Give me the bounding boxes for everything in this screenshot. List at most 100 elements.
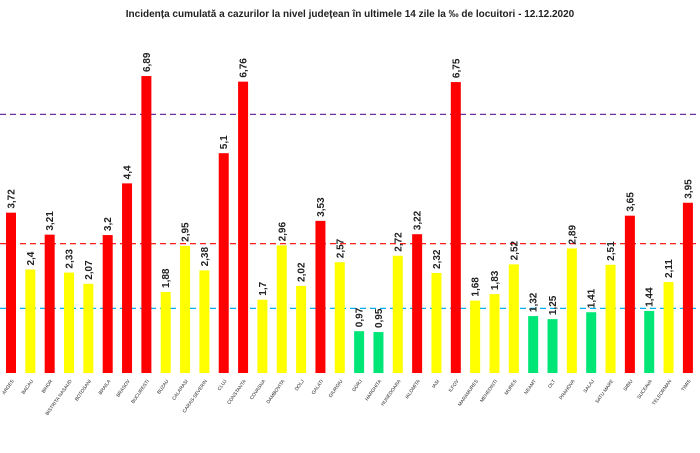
- bar-22: [431, 273, 442, 373]
- value-label-11: 5,1: [219, 135, 230, 149]
- bar-27: [528, 316, 539, 373]
- value-label-12: 6,76: [239, 58, 250, 78]
- bar-24: [470, 300, 481, 373]
- bar-29: [566, 248, 577, 373]
- value-label-15: 2,02: [297, 262, 308, 282]
- bar-18: [354, 331, 365, 373]
- value-label-17: 2,57: [335, 238, 346, 258]
- value-label-18: 0,97: [355, 307, 366, 327]
- value-label-3: 2,33: [65, 249, 76, 269]
- category-label-13: COVASNA: [249, 378, 268, 401]
- bar-25: [489, 294, 500, 373]
- value-label-10: 2,38: [200, 247, 211, 267]
- bar-7: [141, 76, 152, 373]
- value-label-5: 3,2: [103, 217, 114, 231]
- value-label-8: 1,88: [161, 268, 172, 288]
- value-label-31: 2,51: [606, 241, 617, 261]
- category-label-28: OLT: [547, 379, 557, 390]
- value-label-2: 3,21: [45, 211, 56, 231]
- bar-20: [392, 255, 403, 373]
- value-label-29: 2,89: [567, 225, 578, 245]
- category-label-7: BUCURESTI: [130, 379, 151, 405]
- bar-0: [6, 212, 16, 373]
- value-label-23: 6,75: [451, 58, 462, 78]
- bar-2: [44, 234, 55, 373]
- category-label-32: SIBIU: [622, 378, 634, 392]
- value-label-20: 2,72: [393, 232, 404, 252]
- value-label-14: 2,96: [277, 222, 288, 242]
- bar-32: [624, 215, 635, 373]
- bar-4: [83, 283, 94, 373]
- bar-35: [682, 202, 693, 373]
- category-label-4: BOTOSANI: [74, 379, 93, 403]
- category-label-34: TELEORMAN: [651, 378, 673, 406]
- category-label-30: SALAJ: [583, 378, 597, 394]
- category-label-26: MURES: [504, 379, 519, 397]
- category-label-14: DAMBOVITA: [265, 378, 286, 405]
- value-label-24: 1,68: [471, 277, 482, 297]
- value-label-13: 1,7: [258, 281, 269, 295]
- value-label-25: 1,83: [490, 270, 501, 290]
- category-label-12: CONSTANTA: [226, 378, 248, 406]
- category-label-18: GORJ: [351, 378, 364, 393]
- category-label-16: GALATI: [311, 379, 326, 396]
- bar-16: [315, 220, 326, 373]
- value-label-6: 4,4: [123, 165, 134, 179]
- category-label-6: BRASOV: [115, 378, 132, 398]
- value-label-9: 2,95: [181, 222, 192, 242]
- value-label-16: 3,53: [316, 197, 327, 217]
- value-label-7: 6,89: [142, 52, 153, 72]
- value-label-19: 0,95: [374, 308, 385, 328]
- category-label-29: PRAHOVA: [558, 378, 577, 401]
- chart-title: Incidența cumulată a cazurilor la nivel …: [125, 9, 575, 20]
- category-label-1: BACAU: [21, 378, 36, 395]
- category-label-20: HUNEDOARA: [380, 378, 403, 407]
- bar-14: [276, 245, 287, 373]
- bar-31: [605, 264, 616, 373]
- bar-33: [644, 310, 655, 373]
- bar-12: [238, 81, 249, 374]
- bar-26: [508, 264, 519, 373]
- category-label-31: SATU MARE: [594, 379, 615, 405]
- category-label-0: ARGES: [1, 379, 16, 396]
- bar-28: [547, 319, 558, 373]
- value-label-34: 2,11: [664, 259, 675, 278]
- category-label-15: DOLJ: [294, 378, 306, 392]
- category-label-5: BRAILA: [98, 378, 113, 396]
- bar-1: [25, 269, 36, 373]
- value-label-28: 1,25: [548, 295, 559, 315]
- category-label-9: CALARASI: [171, 379, 190, 402]
- bar-3: [64, 272, 75, 373]
- value-label-0: 3,72: [7, 189, 18, 209]
- category-label-24: MARAMURES: [457, 379, 480, 408]
- value-label-27: 1,32: [529, 292, 540, 312]
- category-label-33: SUCEAVA: [636, 378, 654, 400]
- bar-21: [412, 234, 423, 373]
- category-label-25: MEHEDINTI: [479, 379, 499, 404]
- value-label-21: 3,22: [413, 210, 424, 230]
- category-label-35: TIMIS: [680, 379, 692, 393]
- category-label-21: IALOMITA: [404, 378, 422, 400]
- bar-5: [102, 235, 113, 373]
- bar-11: [218, 153, 229, 373]
- bar-17: [334, 262, 345, 373]
- category-label-2: BIHOR: [41, 378, 55, 394]
- category-label-22: IASI: [431, 379, 441, 390]
- category-label-19: HARGHITA: [364, 378, 383, 402]
- bar-23: [450, 82, 461, 373]
- category-label-11: CLUJ: [217, 378, 229, 392]
- bar-8: [160, 291, 171, 373]
- bar-9: [180, 245, 191, 373]
- bar-34: [663, 282, 674, 373]
- value-label-26: 2,52: [509, 240, 520, 260]
- value-label-1: 2,4: [26, 251, 37, 265]
- bar-19: [373, 332, 384, 373]
- value-label-33: 1,44: [645, 287, 656, 307]
- bar-30: [586, 312, 597, 373]
- value-label-22: 2,32: [432, 249, 443, 269]
- category-label-23: ILFOV: [448, 378, 461, 393]
- bar-6: [122, 183, 133, 373]
- value-label-30: 1,41: [587, 288, 598, 308]
- value-label-32: 3,65: [625, 192, 636, 212]
